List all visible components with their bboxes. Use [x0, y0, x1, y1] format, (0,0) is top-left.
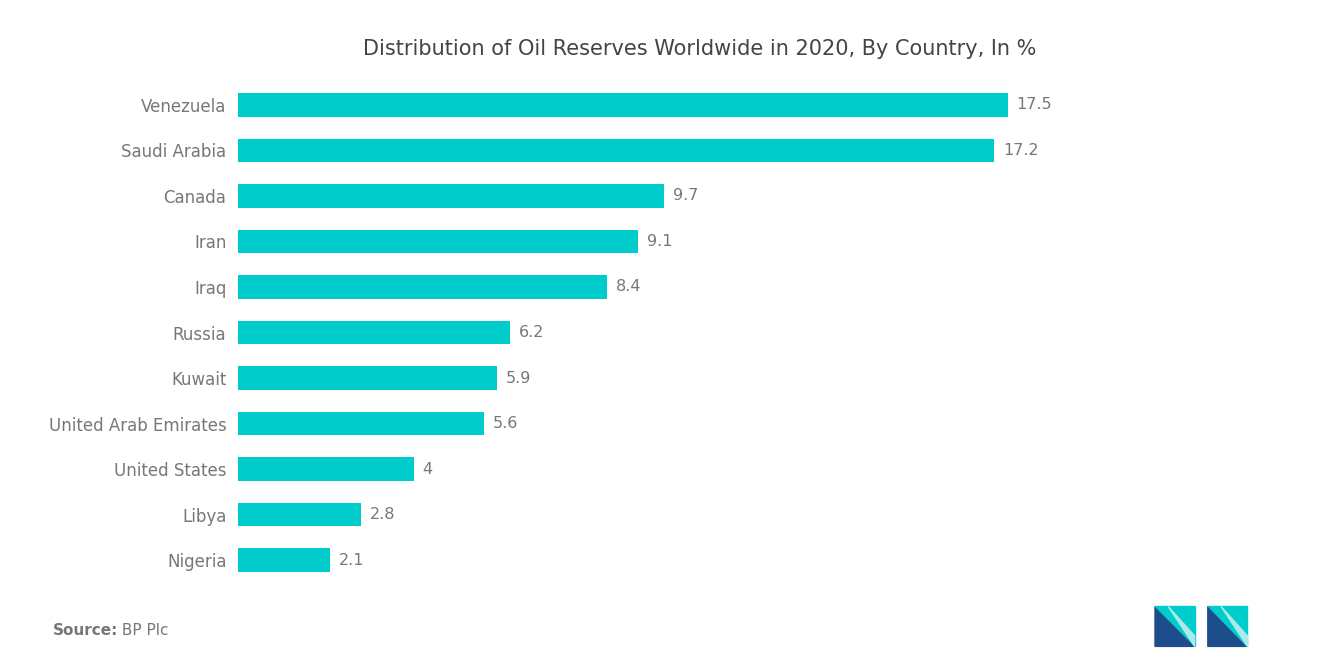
Bar	[238, 321, 511, 344]
Text: 9.1: 9.1	[647, 234, 672, 249]
Title: Distribution of Oil Reserves Worldwide in 2020, By Country, In %: Distribution of Oil Reserves Worldwide i…	[363, 39, 1036, 59]
Text: 9.7: 9.7	[673, 188, 698, 203]
Polygon shape	[1208, 606, 1247, 646]
Polygon shape	[1208, 606, 1247, 646]
Polygon shape	[1168, 606, 1195, 646]
Bar	[238, 412, 484, 436]
Bar	[238, 503, 360, 527]
Polygon shape	[1155, 606, 1195, 646]
Text: BP Plc: BP Plc	[117, 623, 169, 638]
Text: 2.8: 2.8	[370, 507, 395, 522]
Text: 6.2: 6.2	[519, 325, 545, 340]
Text: 8.4: 8.4	[616, 279, 642, 295]
Bar	[238, 275, 607, 299]
Polygon shape	[1221, 606, 1247, 646]
Text: 17.2: 17.2	[1003, 143, 1039, 158]
Bar	[238, 138, 994, 162]
Bar	[238, 229, 638, 253]
Text: Source:: Source:	[53, 623, 119, 638]
Text: 4: 4	[422, 462, 433, 477]
Bar	[238, 549, 330, 572]
Bar	[238, 93, 1007, 116]
Text: 5.9: 5.9	[506, 370, 532, 386]
Bar	[238, 184, 664, 207]
Text: 2.1: 2.1	[339, 553, 364, 568]
Bar	[238, 458, 413, 481]
Text: 17.5: 17.5	[1016, 97, 1052, 112]
Polygon shape	[1155, 606, 1195, 646]
Bar	[238, 366, 498, 390]
Text: 5.6: 5.6	[492, 416, 519, 431]
